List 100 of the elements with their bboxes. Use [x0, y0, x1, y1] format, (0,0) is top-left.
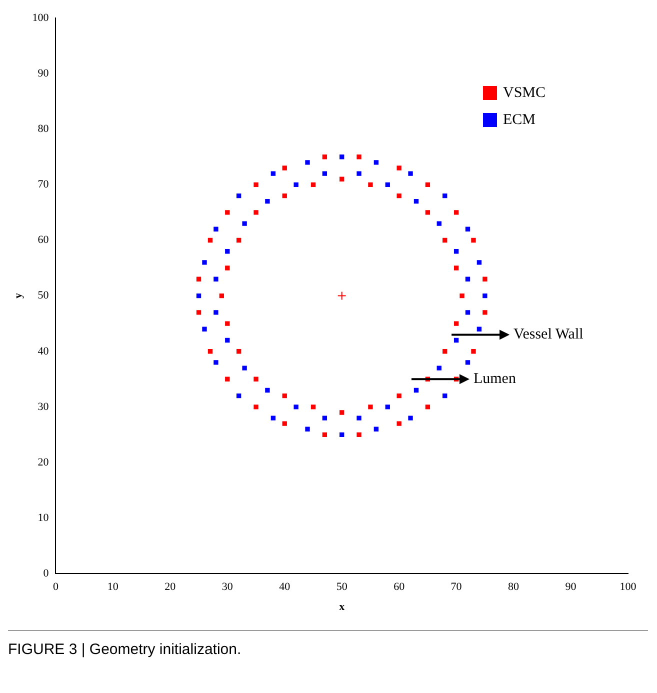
point: [454, 321, 459, 326]
point: [471, 238, 476, 243]
point: [414, 388, 419, 393]
y-tick-label: 80: [38, 123, 50, 136]
y-tick-label: 60: [38, 234, 50, 246]
point: [265, 388, 270, 393]
point: [196, 310, 202, 315]
point: [454, 249, 459, 254]
point: [385, 404, 390, 410]
point: [310, 404, 316, 410]
point: [482, 276, 488, 282]
point: [356, 416, 362, 420]
point: [208, 238, 213, 243]
point: [305, 160, 310, 165]
point: [236, 193, 242, 198]
x-tick-label: 90: [565, 581, 577, 594]
point: [214, 360, 218, 365]
point: [214, 226, 218, 232]
point: [374, 426, 379, 432]
point: [242, 221, 247, 226]
point: [236, 238, 242, 243]
point: [482, 310, 488, 315]
y-tick-label: 0: [43, 567, 50, 580]
y-tick-label: 100: [32, 12, 50, 24]
point: [408, 171, 413, 176]
point: [214, 276, 218, 282]
x-tick-label: 70: [450, 581, 462, 594]
point: [254, 376, 258, 382]
point: [425, 182, 430, 188]
point: [225, 266, 230, 270]
point: [454, 210, 459, 215]
point: [454, 266, 459, 270]
x-tick-label: 60: [394, 581, 406, 594]
point: [465, 276, 470, 282]
point: [436, 366, 442, 370]
x-tick-label: 10: [107, 581, 119, 594]
point: [322, 171, 328, 176]
y-tick-label: 20: [38, 456, 50, 468]
x-tick-label: 80: [508, 581, 520, 594]
point: [396, 393, 402, 398]
y-tick-label: 10: [38, 512, 50, 524]
caption: FIGURE 3 | Geometry initialization.: [8, 641, 242, 658]
point: [337, 291, 346, 300]
point: [476, 260, 482, 265]
point: [236, 393, 242, 398]
point: [236, 349, 242, 354]
point: [196, 293, 202, 298]
point: [322, 416, 328, 420]
point: [270, 171, 276, 176]
point: [436, 221, 442, 226]
point: [270, 416, 276, 420]
point: [254, 182, 258, 188]
x-axis-title: x: [339, 601, 346, 614]
point: [442, 238, 448, 243]
point: [225, 321, 230, 326]
point: [282, 421, 287, 426]
point: [322, 432, 328, 438]
point: [368, 182, 373, 188]
point: [396, 193, 402, 198]
point: [208, 349, 213, 354]
point: [242, 366, 247, 370]
point: [465, 226, 470, 232]
x-tick-label: 40: [279, 581, 291, 594]
point: [225, 249, 230, 254]
point: [414, 199, 419, 204]
point: [294, 404, 298, 410]
y-axis-title: y: [12, 292, 24, 299]
point: [356, 171, 362, 176]
point: [396, 166, 402, 170]
point: [425, 210, 430, 215]
legend-label: VSMC: [503, 84, 546, 101]
point: [225, 210, 230, 215]
point: [465, 310, 470, 315]
x-tick-label: 20: [164, 581, 176, 594]
point: [356, 432, 362, 438]
y-tick-label: 30: [38, 400, 50, 413]
point: [408, 416, 413, 420]
point: [465, 360, 470, 365]
point: [322, 154, 328, 160]
point: [282, 193, 287, 198]
point: [225, 376, 230, 382]
point: [294, 182, 298, 188]
point: [282, 166, 287, 170]
point: [254, 210, 258, 215]
point: [385, 182, 390, 188]
point: [460, 293, 464, 298]
point: [396, 421, 402, 426]
annotation: Lumen: [473, 371, 516, 388]
point: [196, 276, 202, 282]
point: [305, 426, 310, 432]
x-tick-label: 100: [620, 581, 637, 594]
point: [425, 404, 430, 410]
point: [202, 326, 207, 332]
point: [310, 182, 316, 188]
point: [214, 310, 218, 315]
y-tick-label: 70: [38, 178, 50, 191]
point: [442, 393, 448, 398]
point: [340, 410, 344, 415]
x-tick-label: 50: [336, 581, 348, 594]
point: [471, 349, 476, 354]
